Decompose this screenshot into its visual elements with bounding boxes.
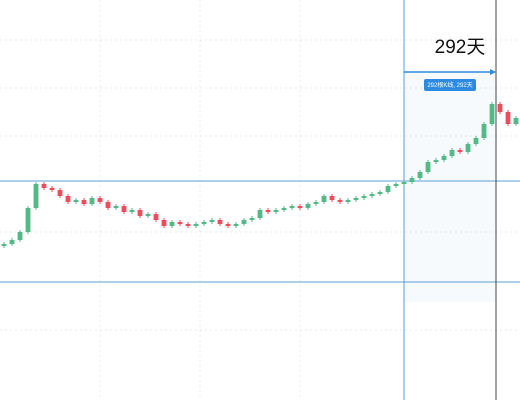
- candle: [473, 138, 479, 144]
- candle: [81, 200, 87, 204]
- candle: [65, 196, 71, 202]
- candle: [129, 210, 135, 212]
- candle: [57, 190, 63, 196]
- candle: [377, 192, 383, 194]
- candle: [281, 208, 287, 210]
- candle: [497, 104, 503, 112]
- arrow-head: [490, 69, 496, 75]
- candle: [233, 224, 239, 226]
- candle: [217, 220, 223, 224]
- candle: [41, 184, 47, 188]
- candle: [169, 222, 175, 226]
- candle: [385, 186, 391, 192]
- candle: [241, 220, 247, 224]
- candle: [465, 144, 471, 152]
- candle: [441, 156, 447, 160]
- candle: [481, 124, 487, 138]
- candle: [89, 198, 95, 204]
- candle: [9, 240, 15, 244]
- candle: [193, 224, 199, 226]
- candle: [393, 184, 399, 186]
- candle: [345, 200, 351, 202]
- candle: [105, 202, 111, 208]
- candle: [185, 224, 191, 226]
- candle: [305, 204, 311, 208]
- candle: [209, 220, 215, 222]
- candle: [433, 160, 439, 162]
- candle: [73, 200, 79, 202]
- candle: [49, 188, 55, 190]
- candle: [265, 210, 271, 212]
- candle: [321, 196, 327, 202]
- candle: [137, 210, 143, 216]
- candle: [409, 178, 415, 182]
- candle: [353, 198, 359, 200]
- candle: [153, 214, 159, 220]
- candle: [25, 208, 31, 232]
- candle: [401, 182, 407, 184]
- candle: [513, 118, 519, 124]
- candle: [361, 196, 367, 198]
- candle: [425, 162, 431, 172]
- candle: [97, 198, 103, 202]
- candle: [313, 202, 319, 204]
- candle: [369, 194, 375, 196]
- candle: [489, 104, 495, 124]
- candle: [337, 200, 343, 202]
- candle: [177, 222, 183, 224]
- candle: [457, 150, 463, 152]
- candle: [449, 150, 455, 156]
- candle: [329, 196, 335, 200]
- candle: [161, 220, 167, 226]
- candle: [1, 244, 7, 246]
- range-label-box: [424, 79, 476, 91]
- candle: [417, 172, 423, 178]
- candle: [121, 206, 127, 212]
- candle: [113, 206, 119, 208]
- annotation: 292天: [435, 37, 486, 58]
- candle: [289, 206, 295, 208]
- candles: [1, 102, 519, 248]
- range-label: 292根K线, 292天: [427, 81, 472, 89]
- candle: [505, 112, 511, 124]
- candle: [33, 184, 39, 208]
- candle: [201, 222, 207, 224]
- candle: [257, 210, 263, 218]
- candle: [225, 224, 231, 226]
- candle: [249, 218, 255, 220]
- range-area: [404, 72, 496, 302]
- candle: [17, 232, 23, 240]
- candle: [297, 206, 303, 208]
- candle: [145, 214, 151, 216]
- candle: [273, 210, 279, 212]
